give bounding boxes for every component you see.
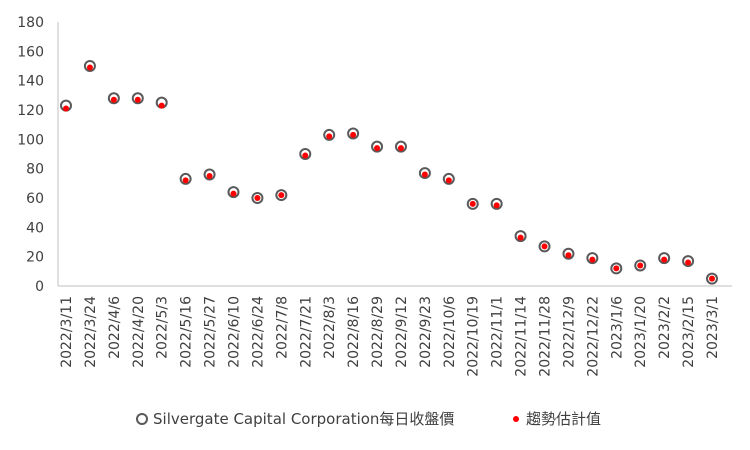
trend-estimate-point [613,265,619,271]
trend-estimate-point [87,64,93,70]
x-tick-label: 2022/8/3 [322,296,338,359]
x-tick-label: 2022/3/24 [83,296,99,368]
trend-estimate-point [589,257,595,263]
x-tick-label: 2023/2/2 [657,296,673,359]
x-tick-label: 2022/9/12 [394,296,410,368]
x-tick-label: 2023/2/15 [681,296,697,368]
plot-area [61,61,717,284]
trend-estimate-point [422,172,428,178]
x-tick-label: 2022/5/27 [203,296,219,368]
legend-marker-trend [513,416,519,422]
trend-estimate-point [398,145,404,151]
legend-label-close-price: Silvergate Capital Corporation每日收盤價 [153,410,454,428]
trend-estimate-point [183,177,189,183]
trend-estimate-point [494,202,500,208]
trend-estimate-point [446,177,452,183]
x-tick-label: 2022/12/9 [561,296,577,368]
x-tick-label: 2022/7/8 [274,296,290,359]
trend-estimate-point [470,201,476,207]
y-tick-label: 180 [17,15,44,31]
trend-estimate-point [63,106,69,112]
legend-marker-close-price [137,414,147,424]
trend-estimate-point [135,97,141,103]
y-tick-label: 140 [17,74,44,90]
y-tick-label: 0 [35,279,44,295]
x-tick-label: 2022/11/28 [538,296,554,377]
x-tick-label: 2022/11/14 [514,296,530,377]
x-tick-label: 2023/3/1 [705,296,721,359]
y-tick-label: 120 [17,103,44,119]
trend-estimate-point [709,276,715,282]
trend-estimate-point [111,97,117,103]
trend-estimate-point [685,260,691,266]
trend-estimate-point [230,191,236,197]
x-axis: 2022/3/11 2022/3/24 2022/4/6 2022/4/20 2022/… [58,286,732,377]
trend-estimate-point [278,192,284,198]
x-tick-label: 2022/12/22 [585,296,601,377]
x-tick-label: 2022/4/20 [131,296,147,368]
trend-estimate-point [254,195,260,201]
x-tick-label: 2022/3/11 [59,296,75,368]
x-tick-label: 2022/5/16 [179,296,195,368]
x-tick-label: 2022/11/1 [490,296,506,368]
y-tick-label: 40 [26,220,44,236]
trend-estimate-point [374,145,380,151]
x-tick-label: 2022/10/6 [442,296,458,368]
trend-estimate-point [542,243,548,249]
trend-estimate-point [565,252,571,258]
x-tick-label: 2022/5/3 [155,296,171,359]
x-tick-label: 2022/8/29 [370,296,386,368]
trend-estimate-point [207,173,213,179]
trend-estimate-point [661,257,667,263]
trend-estimate-point [518,235,524,241]
x-tick-label: 2022/4/6 [107,296,123,359]
trend-estimate-point [637,262,643,268]
x-tick-label: 2023/1/6 [609,296,625,359]
x-tick-label: 2022/10/19 [466,296,482,377]
y-tick-label: 160 [17,44,44,60]
x-tick-label: 2022/7/21 [298,296,314,368]
y-tick-label: 80 [26,162,44,178]
y-tick-label: 60 [26,191,44,207]
y-axis: 0 20 40 60 80 100 120 140 160 180 [17,15,58,295]
trend-estimate-point [350,132,356,138]
x-tick-label: 2022/6/10 [226,296,242,368]
trend-estimate-point [302,152,308,158]
y-tick-label: 100 [17,132,44,148]
legend-label-trend: 趨勢估計值 [526,410,601,428]
legend: Silvergate Capital Corporation每日收盤價 趨勢估計… [137,410,601,428]
trend-estimate-point [159,103,165,109]
trend-estimate-point [326,133,332,139]
x-tick-label: 2022/9/23 [418,296,434,368]
y-tick-label: 20 [26,250,44,266]
x-tick-label: 2023/1/20 [633,296,649,368]
x-tick-label: 2022/8/16 [346,296,362,368]
x-tick-label: 2022/6/24 [250,296,266,368]
